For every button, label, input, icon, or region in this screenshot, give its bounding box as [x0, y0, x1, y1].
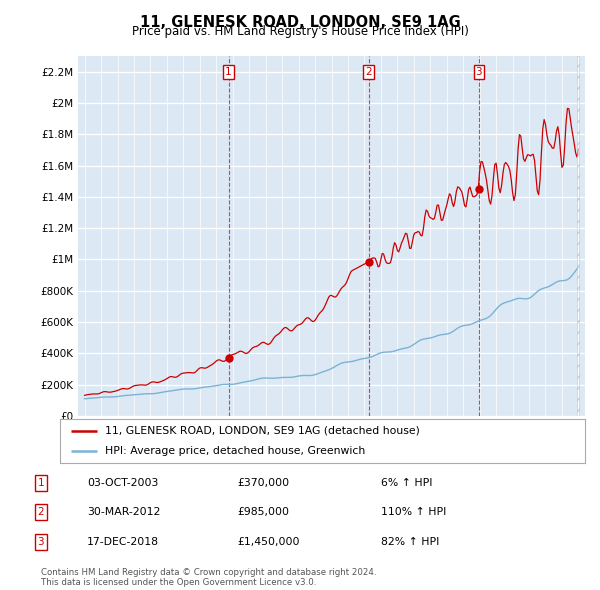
Text: This data is licensed under the Open Government Licence v3.0.: This data is licensed under the Open Gov…	[41, 578, 316, 587]
Text: 3: 3	[476, 67, 482, 77]
Text: 3: 3	[37, 537, 44, 546]
Text: 2: 2	[37, 507, 44, 517]
Text: 30-MAR-2012: 30-MAR-2012	[87, 507, 160, 517]
Text: 03-OCT-2003: 03-OCT-2003	[87, 478, 158, 487]
Text: 110% ↑ HPI: 110% ↑ HPI	[381, 507, 446, 517]
Polygon shape	[577, 56, 579, 416]
Text: 11, GLENESK ROAD, LONDON, SE9 1AG (detached house): 11, GLENESK ROAD, LONDON, SE9 1AG (detac…	[104, 426, 419, 436]
Text: £1,450,000: £1,450,000	[237, 537, 299, 546]
Text: 1: 1	[226, 67, 232, 77]
Text: HPI: Average price, detached house, Greenwich: HPI: Average price, detached house, Gree…	[104, 446, 365, 456]
Text: £370,000: £370,000	[237, 478, 289, 487]
Text: 6% ↑ HPI: 6% ↑ HPI	[381, 478, 433, 487]
Text: Contains HM Land Registry data © Crown copyright and database right 2024.: Contains HM Land Registry data © Crown c…	[41, 568, 376, 577]
Text: 82% ↑ HPI: 82% ↑ HPI	[381, 537, 439, 546]
Text: £985,000: £985,000	[237, 507, 289, 517]
Text: 11, GLENESK ROAD, LONDON, SE9 1AG: 11, GLENESK ROAD, LONDON, SE9 1AG	[140, 15, 460, 30]
Text: 2: 2	[365, 67, 372, 77]
Text: 17-DEC-2018: 17-DEC-2018	[87, 537, 159, 546]
Text: Price paid vs. HM Land Registry's House Price Index (HPI): Price paid vs. HM Land Registry's House …	[131, 25, 469, 38]
Text: 1: 1	[37, 478, 44, 487]
